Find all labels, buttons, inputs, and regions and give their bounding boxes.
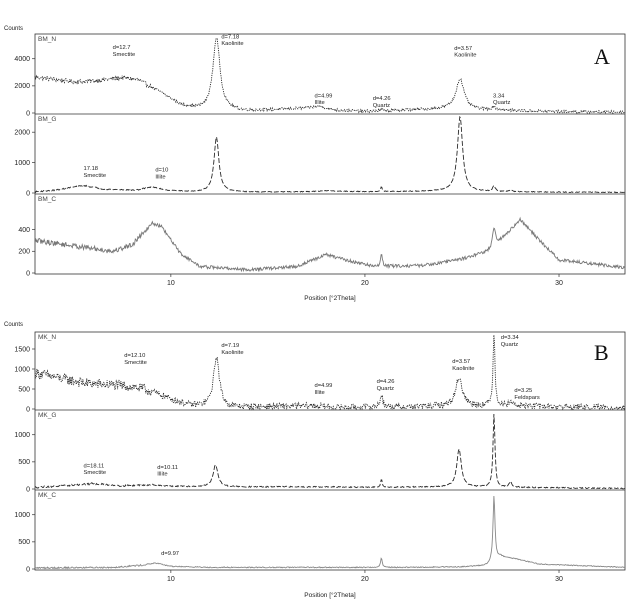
plot-frame-a: [34, 33, 626, 275]
x-tick-label: 30: [555, 576, 563, 583]
peak-annotation: d=3.57: [452, 359, 470, 365]
x-tick-label: 10: [167, 280, 175, 287]
y-tick-label: 1000: [14, 512, 30, 519]
x-tick-label: 20: [361, 280, 369, 287]
peak-annotation: d=10: [155, 168, 168, 174]
y-tick-label: 400: [18, 227, 30, 234]
peak-annotation: d=10.11: [157, 465, 178, 471]
trace-name: BM_C: [38, 196, 56, 203]
trace-name: MK_G: [38, 412, 56, 419]
peak-annotation: Smectite: [84, 173, 107, 179]
y-tick-label: 0: [26, 270, 30, 277]
y-tick-label: 0: [26, 110, 30, 117]
peak-annotation: Kaolinite: [221, 41, 243, 47]
y-tick-label: 1000: [14, 366, 30, 373]
y-tick-label: 0: [26, 190, 30, 197]
y-tick-label: 200: [18, 249, 30, 256]
x-axis-title-a: Position [°2Theta]: [304, 294, 356, 302]
trace-name: BM_N: [38, 36, 56, 43]
peak-annotation: d=7.18: [221, 34, 239, 40]
peak-annotation: Quartz: [377, 386, 394, 392]
peak-annotation: Feldspars: [514, 395, 540, 401]
trace-name: MK_N: [38, 334, 56, 341]
peak-annotation: Smectite: [124, 360, 147, 366]
peak-annotation: Illite: [157, 472, 167, 478]
panel-a-plot: 10 20 30020004000BM_Nd=12.7Smectited=7.18K…: [14, 34, 626, 287]
peak-annotation: d=18.11: [84, 463, 105, 469]
panel-b: Counts B 10 20 30050010001500MK_Nd=12.10Sm…: [4, 322, 626, 599]
y-tick-label: 0: [26, 566, 30, 573]
y-tick-label: 1000: [14, 432, 30, 439]
diffraction-trace: [34, 495, 626, 570]
y-tick-label: 0: [26, 406, 30, 413]
peak-annotation: Illite: [155, 175, 165, 181]
peak-annotation: Kaolinite: [454, 53, 476, 59]
peak-annotation: d=3.25: [514, 388, 532, 394]
x-tick-label: 30: [555, 280, 563, 287]
peak-annotation: 17.18: [84, 166, 99, 172]
panel-letter-b: B: [594, 340, 609, 365]
peak-annotation: Kaolinite: [452, 366, 474, 372]
panel-a: Counts A 10 20 30020004000BM_Nd=12.7Smecti…: [4, 26, 626, 302]
peak-annotation: d=3.34: [501, 335, 520, 341]
counts-label-a: Counts: [4, 26, 23, 32]
diffraction-trace: [34, 216, 626, 273]
x-axis-title-b: Position [°2Theta]: [304, 591, 356, 599]
diffraction-trace: [34, 115, 625, 194]
counts-label-b: Counts: [4, 322, 23, 328]
x-tick-label: 10: [167, 576, 175, 583]
trace-name: MK_C: [38, 492, 56, 499]
peak-annotation: d=4.26: [377, 379, 395, 385]
peak-annotation: d=3.57: [454, 46, 472, 52]
peak-annotation: Kaolinite: [221, 350, 243, 356]
y-tick-label: 1500: [14, 346, 30, 353]
diffraction-trace: [34, 334, 625, 411]
y-tick-label: 1000: [14, 160, 30, 167]
y-tick-label: 4000: [14, 56, 30, 63]
diffraction-trace: [34, 413, 626, 490]
x-tick-label: 20: [361, 576, 369, 583]
y-tick-label: 500: [18, 459, 30, 466]
y-tick-label: 2000: [14, 130, 30, 137]
peak-annotation: Illite: [314, 390, 324, 396]
y-tick-label: 500: [18, 386, 30, 393]
peak-annotation: d=4.99: [314, 383, 332, 389]
peak-annotation: d=12.10: [124, 353, 145, 359]
diffraction-trace: [34, 37, 626, 115]
y-tick-label: 0: [26, 486, 30, 493]
peak-annotation: Smectite: [84, 470, 107, 476]
trace-name: BM_G: [38, 116, 56, 123]
y-tick-label: 500: [18, 539, 30, 546]
peak-annotation: Quartz: [501, 342, 518, 348]
peak-annotation: d=12.7: [113, 45, 131, 51]
peak-annotation: d=9.97: [161, 551, 179, 557]
peak-annotation: Illite: [314, 100, 324, 106]
plot-frame-b: [34, 331, 626, 571]
peak-annotation: Smectite: [113, 52, 136, 58]
peak-annotation: d=4.26: [373, 96, 391, 102]
peak-annotation: d=7.19: [221, 343, 239, 349]
peak-annotation: d=4.99: [314, 93, 332, 99]
panel-letter-a: A: [594, 44, 610, 69]
peak-annotation: Quartz: [493, 100, 510, 106]
panel-b-plot: 10 20 30050010001500MK_Nd=12.10Smectited=7…: [14, 334, 626, 583]
y-tick-label: 2000: [14, 83, 30, 90]
peak-annotation: Quartz: [373, 103, 390, 109]
peak-annotation: 3.34: [493, 93, 505, 99]
